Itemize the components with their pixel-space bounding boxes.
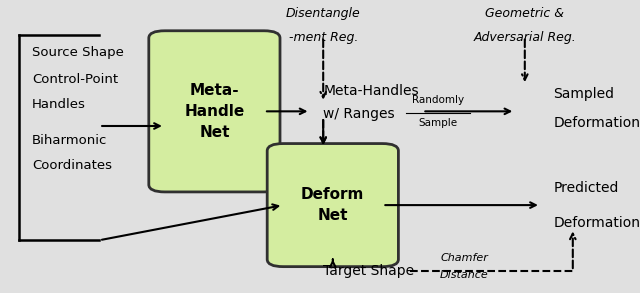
Text: -ment Reg.: -ment Reg. [289,31,358,44]
Text: Deformation: Deformation [554,216,640,230]
Text: Predicted: Predicted [554,180,619,195]
Text: Geometric &: Geometric & [485,7,564,20]
Text: Source Shape: Source Shape [32,46,124,59]
Text: Coordinates: Coordinates [32,159,112,172]
Text: Biharmonic: Biharmonic [32,134,108,147]
Text: Meta-Handles: Meta-Handles [323,84,419,98]
Text: Handles: Handles [32,98,86,110]
FancyBboxPatch shape [149,31,280,192]
Text: Deform
Net: Deform Net [301,187,365,223]
Text: Meta-
Handle
Net: Meta- Handle Net [184,83,244,140]
Text: Control-Point: Control-Point [32,73,118,86]
Text: w/ Ranges: w/ Ranges [323,107,395,121]
Text: Chamfer: Chamfer [440,253,488,263]
Text: Sample: Sample [419,118,458,128]
Text: Target Shape: Target Shape [323,264,414,278]
Text: Deformation: Deformation [554,116,640,130]
FancyBboxPatch shape [268,144,398,267]
Text: Randomly: Randomly [412,95,465,105]
Text: Adversarial Reg.: Adversarial Reg. [474,31,576,44]
Text: Sampled: Sampled [554,87,614,101]
Text: Distance: Distance [440,270,488,280]
Text: Disentangle: Disentangle [286,7,360,20]
